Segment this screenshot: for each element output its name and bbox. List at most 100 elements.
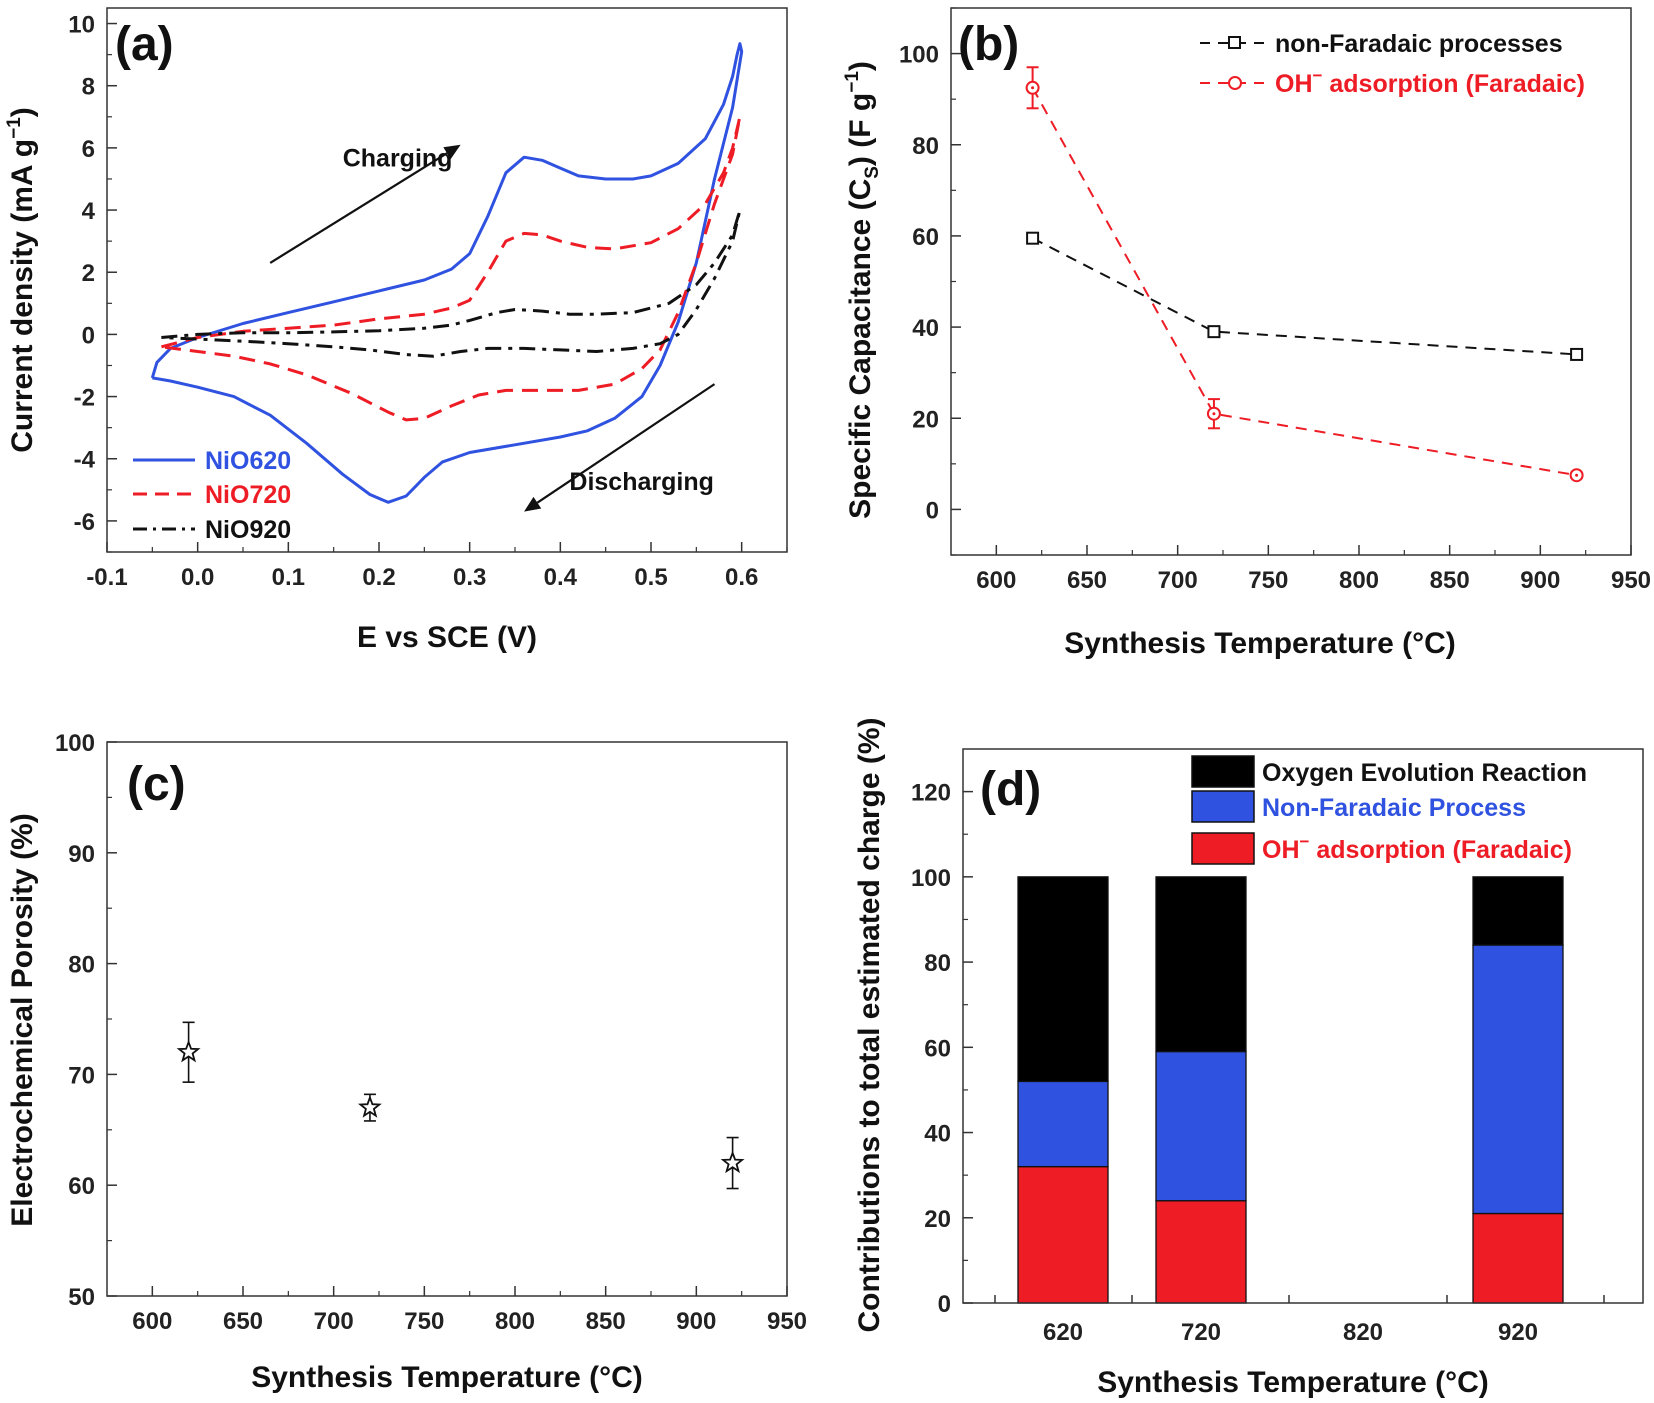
star-data-point (720, 1150, 745, 1174)
panel-b-ytick-label: 0 (926, 497, 939, 524)
data-point-nonfaradaic (1207, 325, 1221, 339)
panel-a-frame (106, 7, 788, 553)
panel-a-ytick-label: 6 (82, 136, 95, 163)
bar-segment-920-nonfaradaic (1472, 944, 1564, 1215)
panel-a-xtick-label: 0.4 (544, 564, 578, 591)
panel-a-xtick-label: 0.1 (272, 564, 305, 591)
panel-c: 600 650 700 750 800 850 900 950 50 60 70 80 90 100 (c… (6, 730, 807, 1394)
bar-segment-720-oxygen (1155, 876, 1247, 1053)
panel-d-ytick-label: 120 (911, 780, 951, 807)
bar-segment-620-oh (1017, 1165, 1109, 1304)
panel-a: -0.1 0.0 0.1 0.2 0.3 0.4 0.5 0.6 -6 -4 -2 0 2 4 6 8 10 (… (4, 7, 788, 654)
panel-b-xtick-label: 700 (1158, 567, 1198, 594)
legend-marker-nonfaradaic (1228, 36, 1241, 49)
panel-c-xtick-label: 950 (767, 1308, 807, 1335)
panel-d-xtick-label: 820 (1343, 1319, 1383, 1346)
panel-a-ytick-label: 4 (82, 198, 96, 225)
legend-swatch-nonfaradaic (1191, 790, 1255, 823)
bar-segment-920-oxygen (1472, 876, 1564, 946)
panel-c-xtick-label: 750 (404, 1308, 444, 1335)
panel-d-bars (1017, 876, 1564, 1304)
panel-c-xtick-label: 650 (223, 1308, 263, 1335)
panel-d-xtick-label: 720 (1181, 1319, 1221, 1346)
panel-b-ticks: 600 650 700 750 800 850 900 950 0 20 40 60 80 100 (899, 7, 1651, 594)
panel-a-ytick-label: -6 (74, 509, 95, 536)
legend-swatch-oh-adsorption (1191, 832, 1255, 865)
panel-a-ytick-label: -2 (74, 385, 95, 412)
legend-label-nio620: NiO620 (205, 447, 291, 475)
star-data-point (357, 1095, 382, 1118)
panel-a-xtick-label: 0.0 (181, 564, 214, 591)
data-point-center-oh-adsorption (1031, 86, 1035, 90)
panel-a-xtick-label: 0.5 (634, 564, 667, 591)
panel-a-curves (150, 42, 744, 504)
panel-a-ytick-label: 10 (68, 12, 95, 39)
panel-a-xtick-label: 0.3 (453, 564, 486, 591)
data-point-center-oh-adsorption (1575, 473, 1579, 477)
panel-c-marks (176, 1021, 745, 1190)
panel-b-legend: non-Faradaic processes OH− adsorption (F… (1200, 30, 1585, 98)
panel-c-tag: (c) (127, 758, 186, 811)
bar-segment-620-nonfaradaic (1017, 1080, 1109, 1168)
panel-a-ytick-label: 0 (82, 322, 95, 349)
panel-d-xtick-label: 920 (1498, 1319, 1538, 1346)
charging-label: Charging (343, 145, 453, 173)
panel-d-ytick-label: 100 (911, 865, 951, 892)
panel-c-xlabel: Synthesis Temperature (°C) (251, 1361, 643, 1394)
panel-a-xtick-label: 0.2 (362, 564, 395, 591)
panel-b-ytick-label: 80 (912, 133, 939, 160)
series-line-nonfaradaic (1032, 237, 1577, 356)
panel-c-ylabel: Electrochemical Porosity (%) (6, 813, 39, 1226)
panel-d-legend: Oxygen Evolution Reaction Non-Faradaic P… (1191, 755, 1587, 865)
discharging-arrow (536, 383, 716, 504)
legend-swatch-oer (1191, 755, 1255, 788)
panel-c-xtick-label: 800 (495, 1308, 535, 1335)
panel-c-xtick-label: 900 (676, 1308, 716, 1335)
panel-c-ytick-label: 100 (55, 730, 95, 757)
panel-d: 0 20 40 60 80 100 120 620 720 820 920 (d) Oxygen E… (853, 717, 1644, 1399)
panel-d-ticks: 0 20 40 60 80 100 120 620 720 820 920 (911, 780, 1605, 1346)
cv-curve-nio920 (161, 208, 742, 358)
charging-arrowhead (443, 144, 461, 160)
panel-b-xtick-label: 950 (1611, 567, 1651, 594)
panel-a-xtick-label: -0.1 (86, 564, 127, 591)
panel-b-xlabel: Synthesis Temperature (°C) (1064, 627, 1456, 660)
panel-c-xtick-label: 850 (586, 1308, 626, 1335)
cv-curve-nio720 (161, 115, 742, 422)
panel-c-ytick-label: 70 (68, 1062, 95, 1089)
legend-label-nonfaradaic: Non-Faradaic Process (1262, 794, 1526, 822)
panel-c-ytick-label: 80 (68, 952, 95, 979)
data-point-center-oh-adsorption (1212, 412, 1216, 416)
panel-d-xlabel: Synthesis Temperature (°C) (1097, 1366, 1489, 1399)
panel-d-ytick-label: 60 (924, 1035, 951, 1062)
legend-label-oh-adsorption: OH− adsorption (Faradaic) (1275, 66, 1585, 98)
discharging-arrowhead (524, 496, 542, 512)
cv-curve-nio620 (150, 42, 744, 504)
series-line-oh-adsorption (1031, 87, 1577, 477)
discharging-label: Discharging (569, 468, 713, 496)
panel-b-ylabel: Specific Capacitance (CS) (F g−1) (842, 61, 883, 519)
panel-b-lines (1031, 87, 1577, 477)
data-point-nonfaradaic (1026, 231, 1040, 245)
panel-b-xtick-label: 850 (1430, 567, 1470, 594)
panel-a-legend: NiO620 NiO720 NiO920 (133, 447, 291, 544)
panel-b-tag: (b) (958, 18, 1019, 71)
legend-label-nonfaradaic: non-Faradaic processes (1275, 30, 1563, 58)
panel-d-frame (962, 748, 1644, 1304)
panel-c-ticks: 600 650 700 750 800 850 900 950 50 60 70 80 90 100 (55, 730, 807, 1335)
legend-marker-oh-adsorption (1228, 76, 1242, 90)
legend-label-oer: Oxygen Evolution Reaction (1262, 759, 1587, 787)
panel-a-annotations: Charging Discharging (269, 144, 716, 512)
panel-a-xtick-label: 0.6 (725, 564, 758, 591)
panel-d-ytick-label: 80 (924, 950, 951, 977)
panel-a-ylabel: Current density (mA g−1) (4, 107, 39, 453)
panel-d-ytick-label: 40 (924, 1121, 951, 1148)
panel-c-frame (106, 741, 788, 1297)
bar-segment-920-oh (1472, 1212, 1564, 1304)
panel-c-xtick-label: 600 (132, 1308, 172, 1335)
panel-d-ytick-label: 20 (924, 1206, 951, 1233)
panel-d-ytick-label: 0 (938, 1291, 951, 1318)
panel-d-xtick-label: 620 (1043, 1319, 1083, 1346)
panel-b-ytick-label: 60 (912, 224, 939, 251)
